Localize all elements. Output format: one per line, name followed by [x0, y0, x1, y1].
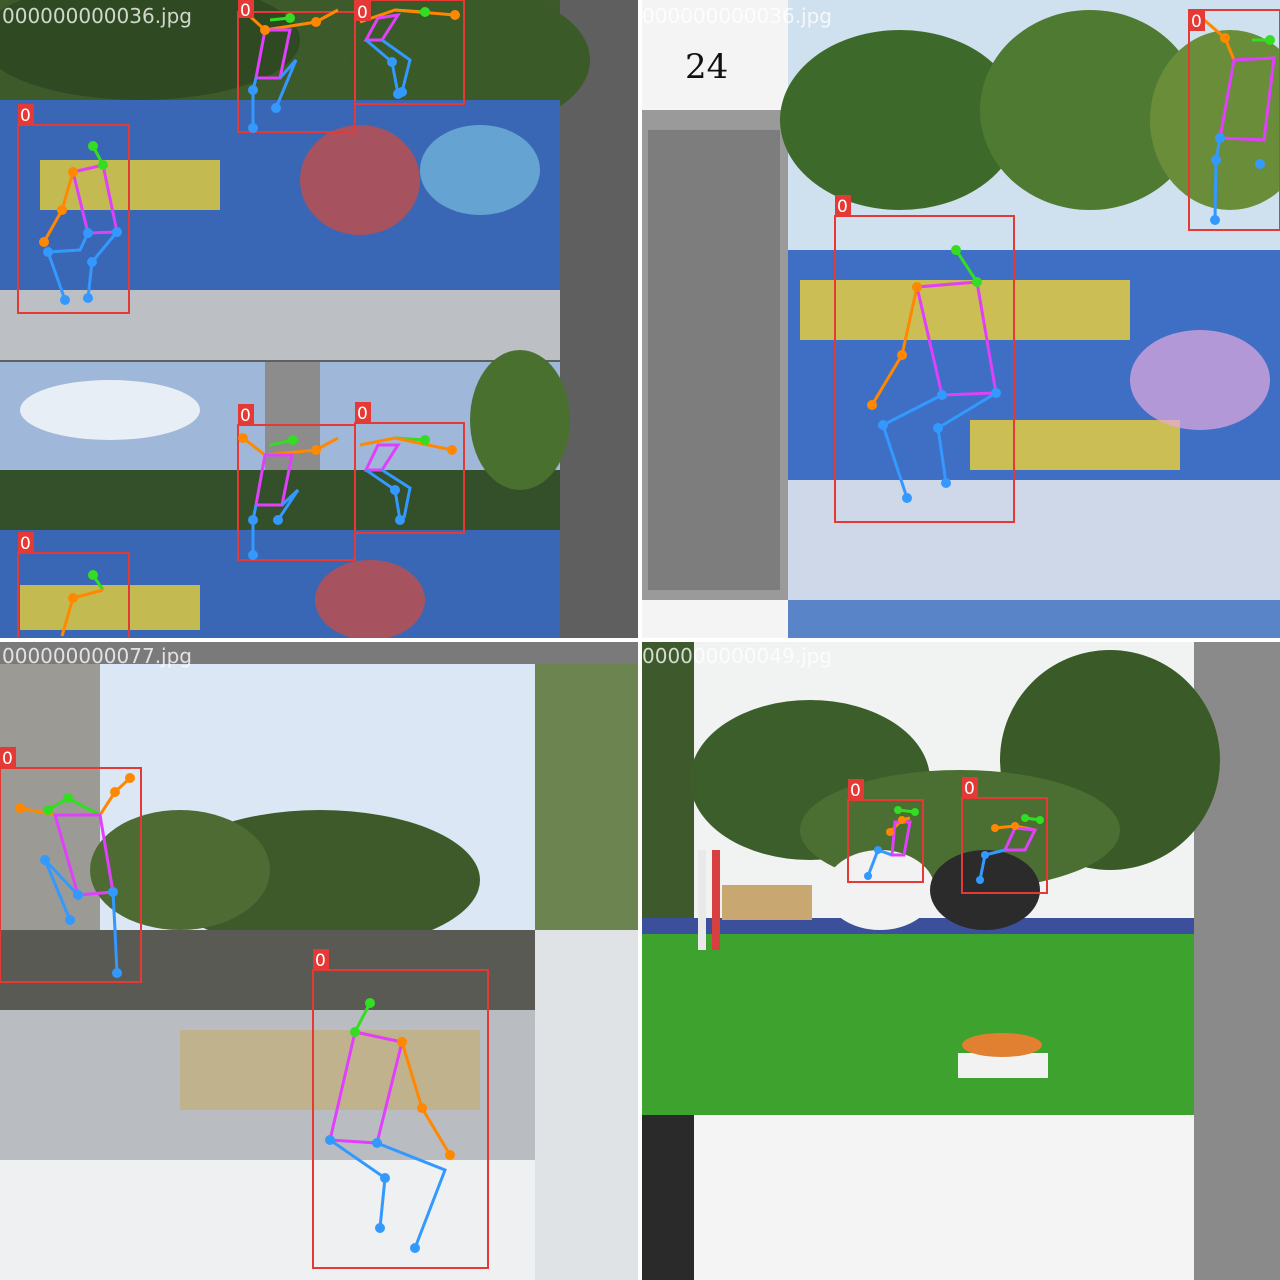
- person-box: [354, 0, 465, 105]
- person-box: [17, 552, 130, 640]
- detection-boxes: [834, 9, 1280, 523]
- class-label: 0: [964, 779, 975, 799]
- class-labels: 0 0: [835, 10, 1205, 217]
- fence: [0, 930, 535, 1020]
- mosaic-tile-1: 0 0 0 0 0 0 000000000036.jpg: [0, 0, 640, 640]
- image-filename: 000000000036.jpg: [642, 4, 832, 28]
- tile-separator: [0, 638, 1280, 642]
- detection-boxes: [847, 797, 1048, 894]
- image-filename: 000000000049.jpg: [642, 644, 832, 668]
- class-label: 0: [315, 951, 326, 971]
- mosaic-tile-3: 0 0 000000000077.jpg: [0, 640, 640, 1280]
- class-label: 0: [850, 781, 861, 801]
- ramp: [0, 290, 560, 360]
- image-filename: 000000000077.jpg: [2, 644, 192, 668]
- keypoints: [867, 33, 1275, 503]
- grass: [640, 930, 1194, 1115]
- detection-boxes: [17, 0, 465, 640]
- class-labels: 0 0: [0, 747, 329, 971]
- class-label: 0: [2, 749, 13, 769]
- person-box: [312, 969, 489, 1269]
- person-box: [17, 124, 130, 314]
- class-label: 0: [837, 197, 848, 217]
- class-label: 0: [20, 106, 31, 126]
- keypoints: [864, 806, 1044, 884]
- person-box: [0, 767, 142, 983]
- mosaic-tile-2: 24: [640, 0, 1280, 640]
- person-box: [961, 797, 1048, 894]
- class-label: 0: [357, 3, 368, 23]
- keypoints: [39, 7, 460, 603]
- flower-planter: [958, 1053, 1048, 1078]
- class-label: 0: [1191, 12, 1202, 32]
- person-box: [354, 422, 465, 534]
- mosaic-tile-4: 0 0 000000000049.jpg: [640, 640, 1280, 1280]
- tile-1-image: 0 0 0 0 0 0: [0, 0, 640, 640]
- class-label: 0: [20, 534, 31, 554]
- class-label: 0: [357, 404, 368, 424]
- tile-3-image: 0 0: [0, 640, 640, 1280]
- image-filename: 000000000036.jpg: [2, 4, 192, 28]
- class-labels: 0 0 0 0 0 0: [18, 0, 371, 554]
- person-box: [847, 799, 924, 883]
- ramp: [0, 1160, 535, 1280]
- keypoints: [15, 773, 455, 1253]
- ramp: [788, 480, 1280, 600]
- tile-2-image: 24: [640, 0, 1280, 640]
- class-label: 0: [240, 1, 251, 21]
- black-horse: [930, 850, 1040, 930]
- person-box: [834, 215, 1015, 523]
- class-labels: 0 0: [848, 777, 978, 801]
- tile-4-image: 0 0: [640, 640, 1280, 1280]
- sign-number: 24: [685, 47, 728, 87]
- detection-boxes: [0, 767, 489, 1269]
- class-label: 0: [240, 406, 251, 426]
- white-horse: [825, 850, 935, 930]
- person-box: [1188, 9, 1280, 231]
